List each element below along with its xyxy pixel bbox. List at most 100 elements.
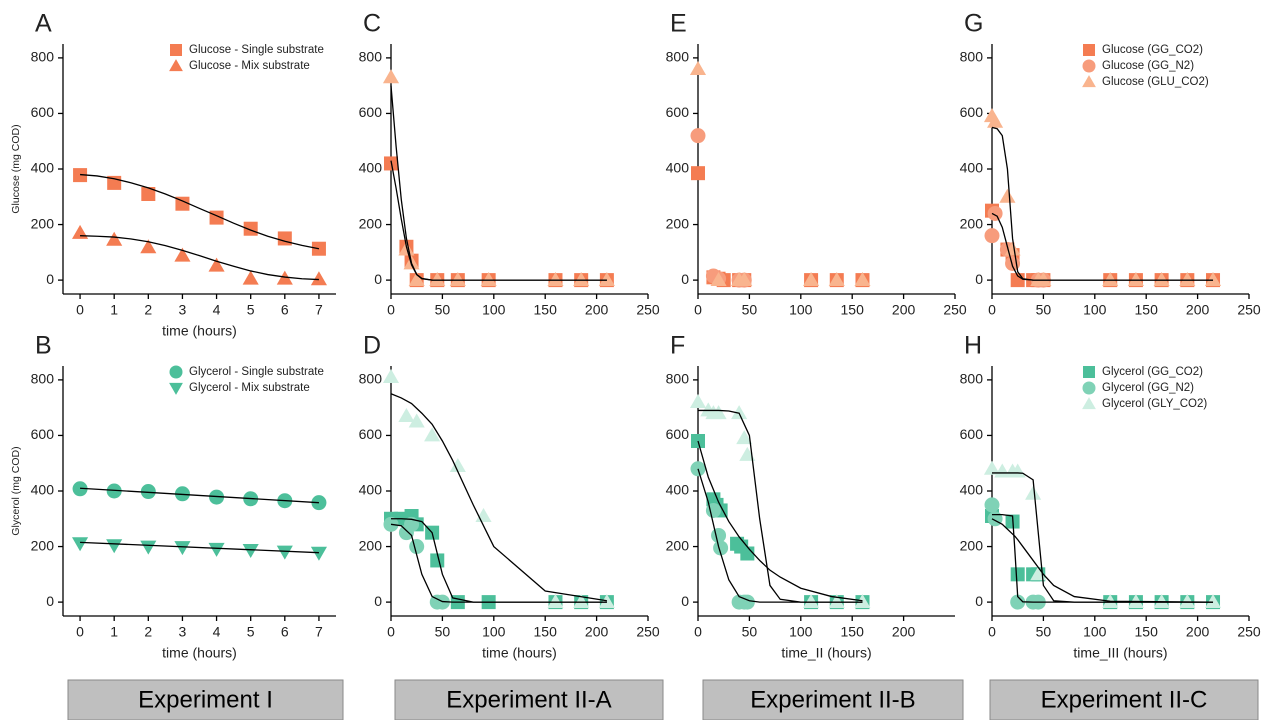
data-point: [208, 257, 225, 272]
x-tick-label: 250: [1237, 302, 1261, 318]
footer-label: Experiment II-A: [446, 686, 611, 713]
data-point: [690, 461, 706, 477]
data-point: [803, 594, 820, 609]
panel-letter: D: [363, 332, 381, 360]
data-point: [547, 272, 564, 287]
y-tick-label: 0: [374, 271, 382, 287]
data-point: [140, 540, 157, 555]
data-point: [480, 272, 497, 287]
data-point: [310, 546, 327, 561]
y-tick-label: 0: [681, 271, 689, 287]
y-tick-label: 800: [359, 49, 383, 65]
y-tick-label: 0: [46, 593, 54, 609]
fit-line: [992, 513, 1214, 603]
x-tick-label: 5: [247, 624, 255, 640]
data-point: [1179, 594, 1196, 609]
legend-label: Glucose - Single substrate: [189, 44, 324, 56]
data-point: [828, 594, 845, 609]
panel-letter: E: [670, 10, 687, 38]
data-point: [382, 369, 400, 384]
x-tick-label: 250: [943, 302, 967, 318]
y-tick-label: 800: [666, 371, 690, 387]
legend-marker: [1083, 44, 1095, 56]
data-point: [1102, 272, 1119, 287]
data-point: [999, 188, 1016, 203]
footer-box: [702, 679, 964, 720]
data-point: [408, 413, 425, 428]
data-point: [987, 511, 1003, 527]
y-tick-label: 200: [666, 215, 690, 231]
data-point: [711, 527, 727, 543]
footer-label: Experiment II-B: [750, 686, 915, 713]
legend-label: Glucose (GG_N2): [1102, 60, 1194, 72]
data-point: [1153, 272, 1170, 287]
data-point: [689, 394, 707, 409]
legend-label: Glycerol - Single substrate: [189, 366, 324, 378]
panel-letter: F: [670, 332, 685, 360]
x-tick-label: 50: [742, 302, 758, 318]
data-point: [690, 128, 706, 144]
y-tick-label: 400: [31, 160, 55, 176]
data-point: [854, 272, 871, 287]
x-tick-label: 0: [694, 302, 702, 318]
y-axis-label: Glycerol (mg COD): [10, 446, 22, 535]
y-tick-label: 200: [666, 537, 690, 553]
x-tick-label: 0: [387, 624, 395, 640]
legend-marker: [1082, 59, 1096, 73]
data-point: [242, 543, 259, 558]
data-point: [739, 594, 755, 610]
data-point: [713, 540, 729, 556]
legend-marker: [1083, 366, 1095, 378]
y-tick-label: 200: [31, 215, 55, 231]
x-tick-label: 150: [534, 302, 558, 318]
x-tick-label: 150: [1135, 302, 1159, 318]
data-point: [175, 196, 190, 211]
legend-label: Glycerol - Mix substrate: [189, 382, 310, 394]
panel-letter: A: [35, 10, 52, 38]
data-point: [208, 542, 225, 557]
x-tick-label: 0: [76, 302, 84, 318]
data-point: [573, 272, 590, 287]
data-point: [710, 405, 727, 420]
x-tick-label: 50: [742, 624, 758, 640]
x-axis-label: time (hours): [162, 645, 237, 661]
x-tick-label: 200: [1186, 624, 1210, 640]
legend-marker: [1082, 397, 1096, 410]
data-point: [141, 187, 156, 201]
data-point: [736, 272, 753, 287]
data-point: [740, 546, 755, 561]
x-tick-label: 150: [1135, 624, 1159, 640]
y-tick-label: 800: [666, 49, 690, 65]
x-tick-label: 100: [1083, 302, 1107, 318]
x-tick-label: 100: [789, 624, 813, 640]
x-tick-label: 200: [892, 624, 916, 640]
y-tick-label: 400: [960, 160, 984, 176]
data-point: [705, 502, 721, 518]
footer-label: Experiment I: [138, 686, 273, 713]
y-tick-label: 200: [960, 537, 984, 553]
x-axis-label: time (hours): [162, 323, 237, 339]
y-tick-label: 600: [31, 426, 55, 442]
data-point: [424, 427, 441, 442]
x-tick-label: 150: [534, 624, 558, 640]
y-tick-label: 400: [31, 482, 55, 498]
x-tick-label: 7: [315, 302, 323, 318]
data-point: [1010, 594, 1026, 610]
y-tick-label: 600: [359, 426, 383, 442]
x-tick-label: 100: [482, 302, 506, 318]
data-point: [736, 430, 753, 445]
data-point: [140, 239, 157, 254]
data-point: [1025, 485, 1042, 500]
y-tick-label: 400: [666, 482, 690, 498]
x-tick-label: 4: [213, 624, 221, 640]
data-point: [828, 272, 845, 287]
data-point: [408, 272, 425, 287]
panel-letter: B: [35, 332, 52, 360]
legend-marker: [1082, 381, 1096, 395]
data-point: [276, 545, 293, 560]
x-tick-label: 7: [315, 624, 323, 640]
x-tick-label: 250: [636, 624, 660, 640]
data-point: [987, 205, 1003, 221]
x-tick-label: 1: [110, 302, 118, 318]
